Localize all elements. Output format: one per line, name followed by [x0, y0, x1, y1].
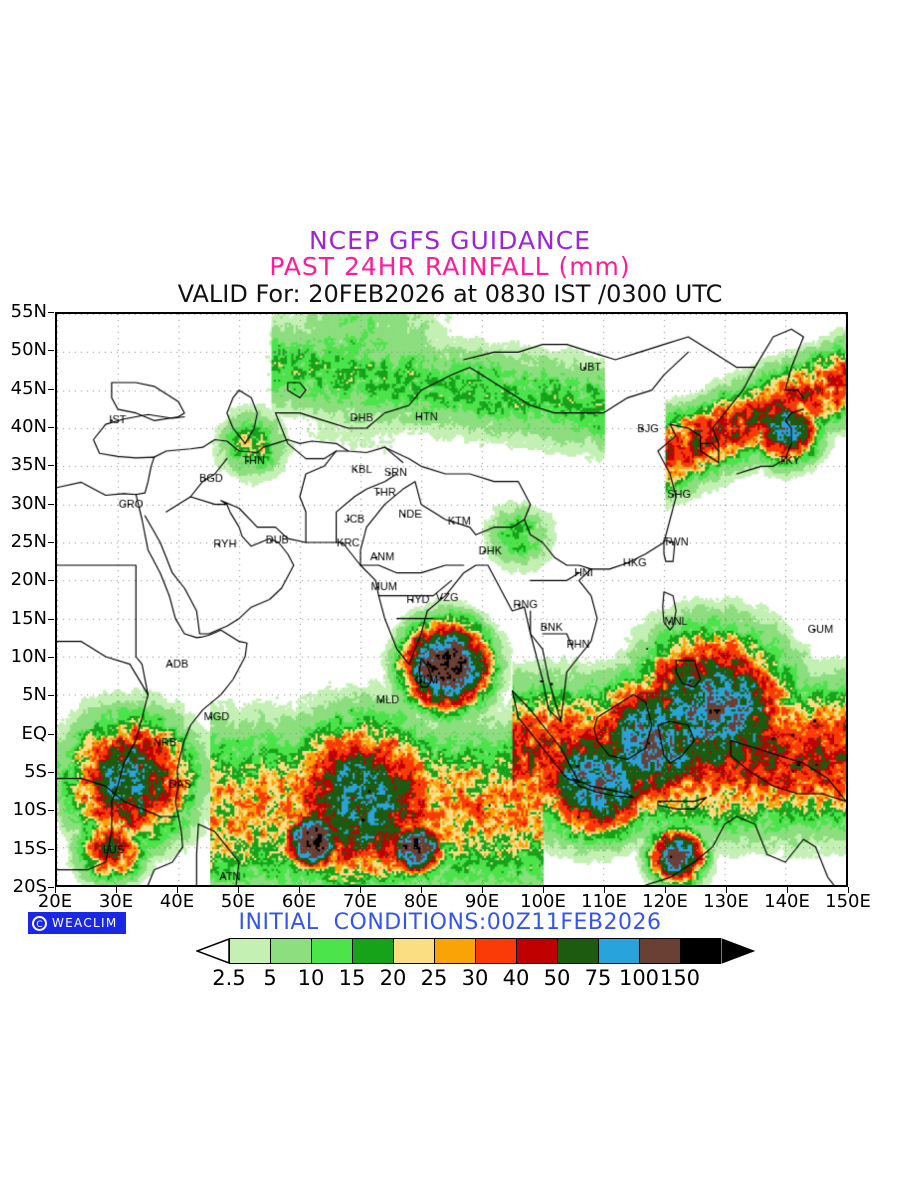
lat-tick-5N: 5N — [22, 684, 47, 706]
title-line-valid: VALID For: 20FEB2026 at 0830 IST /0300 U… — [177, 279, 723, 308]
colorbar-label-5: 5 — [263, 966, 277, 990]
lat-tick-mark — [48, 695, 54, 697]
lat-tick-45N: 45N — [10, 377, 47, 399]
lon-tick-mark — [665, 887, 666, 893]
colorbar-cell-3 — [352, 938, 393, 964]
lon-tick-mark — [543, 887, 544, 893]
lat-tick-mark — [48, 580, 54, 582]
lon-tick-30E: 30E — [98, 891, 134, 912]
lat-tick-mark — [48, 848, 54, 850]
lon-tick-mark — [360, 887, 361, 893]
colorbar: 2.5 5 10 15 20 25 30 40 50 75 100 150 — [0, 938, 900, 998]
lon-tick-40E: 40E — [159, 891, 195, 912]
lon-tick-20E: 20E — [37, 891, 73, 912]
colorbar-high-arrow — [721, 938, 755, 964]
lat-tick-5S: 5S — [24, 761, 47, 782]
lat-tick-30N: 30N — [10, 492, 47, 514]
colorbar-cell-4 — [393, 938, 434, 964]
lon-tick-150E: 150E — [825, 891, 871, 912]
lat-tick-10S: 10S — [12, 799, 47, 821]
colorbar-label-10: 10 — [297, 966, 325, 990]
chart-title-block: NCEP GFS GUIDANCE PAST 24HR RAINFALL (mm… — [0, 226, 900, 308]
lon-tick-mark — [238, 887, 239, 893]
colorbar-label-75: 75 — [584, 966, 612, 990]
colorbar-cell-2 — [311, 938, 352, 964]
title-line-rainfall: PAST 24HR RAINFALL (mm) — [269, 252, 631, 282]
colorbar-label-100: 100 — [618, 966, 660, 990]
lat-tick-20S: 20S — [12, 876, 47, 897]
colorbar-label-20: 20 — [379, 966, 407, 990]
lon-tick-mark — [55, 887, 56, 893]
colorbar-label-2.5: 2.5 — [212, 966, 246, 990]
initial-conditions-text: INITIAL CONDITIONS:00Z11FEB2026 — [238, 910, 662, 935]
lat-tick-40N: 40N — [10, 416, 47, 437]
lon-tick-mark — [482, 887, 483, 893]
lon-tick-60E: 60E — [281, 891, 317, 912]
lat-tick-55N: 55N — [10, 301, 47, 322]
lat-tick-25N: 25N — [10, 531, 47, 552]
lat-tick-mark — [48, 887, 54, 888]
lat-tick-mark — [48, 657, 54, 658]
weaclim-label: WEACLIM — [52, 916, 118, 930]
lat-tick-50N: 50N — [10, 339, 47, 361]
colorbar-label-30: 30 — [461, 966, 489, 990]
weaclim-logo: C WEACLIM — [28, 912, 126, 934]
lat-tick-mark — [48, 810, 54, 812]
lat-tick-mark — [48, 388, 54, 390]
lat-tick-mark — [48, 465, 54, 467]
lat-tick-15N: 15N — [10, 607, 47, 629]
lon-tick-140E: 140E — [764, 891, 810, 912]
lat-tick-mark — [48, 427, 54, 428]
colorbar-label-50: 50 — [543, 966, 571, 990]
lon-tick-mark — [787, 887, 788, 893]
colorbar-cell-10 — [639, 938, 680, 964]
lon-tick-50E: 50E — [220, 891, 256, 912]
lat-tick-mark — [48, 772, 54, 773]
colorbar-cell-0 — [229, 938, 270, 964]
lon-tick-mark — [726, 887, 727, 893]
colorbar-cell-6 — [475, 938, 516, 964]
lat-tick-mark — [48, 503, 54, 505]
colorbar-label-40: 40 — [502, 966, 530, 990]
lon-tick-mark — [848, 887, 849, 893]
lat-tick-20N: 20N — [10, 569, 47, 591]
colorbar-label-150: 150 — [659, 966, 701, 990]
lon-tick-100E: 100E — [520, 891, 566, 912]
colorbar-cell-7 — [516, 938, 557, 964]
colorbar-cell-1 — [270, 938, 311, 964]
colorbar-low-arrow — [196, 938, 230, 964]
lon-tick-70E: 70E — [342, 891, 378, 912]
lat-tick-35N: 35N — [10, 454, 47, 476]
lon-tick-mark — [421, 887, 422, 893]
colorbar-cell-5 — [434, 938, 475, 964]
lon-tick-mark — [116, 887, 117, 893]
lon-tick-120E: 120E — [642, 891, 688, 912]
colorbar-tick-labels: 2.5 5 10 15 20 25 30 40 50 75 100 150 — [0, 966, 900, 994]
colorbar-cells — [229, 938, 721, 964]
colorbar-label-15: 15 — [338, 966, 366, 990]
lat-tick-mark — [48, 618, 54, 620]
colorbar-cell-11 — [680, 938, 721, 964]
rainfall-heatmap-canvas — [57, 314, 846, 885]
lat-tick-mark — [48, 350, 54, 352]
lat-tick-mark — [48, 312, 54, 313]
lat-tick-mark — [48, 542, 54, 543]
lon-tick-90E: 90E — [464, 891, 500, 912]
copyright-icon: C — [32, 915, 47, 931]
colorbar-cell-8 — [557, 938, 598, 964]
rainfall-map[interactable] — [55, 312, 848, 887]
lon-tick-mark — [604, 887, 605, 893]
colorbar-cell-9 — [598, 938, 639, 964]
title-line-guidance: NCEP GFS GUIDANCE — [308, 226, 591, 255]
lat-tick-10N: 10N — [10, 646, 47, 667]
lon-tick-mark — [177, 887, 178, 893]
lat-tick-15S: 15S — [12, 837, 47, 859]
lon-tick-110E: 110E — [581, 891, 627, 912]
lon-tick-80E: 80E — [403, 891, 439, 912]
lat-tick-EQ: EQ — [21, 722, 47, 744]
lon-tick-130E: 130E — [703, 891, 749, 912]
colorbar-label-25: 25 — [420, 966, 448, 990]
lat-tick-mark — [48, 733, 54, 735]
lon-tick-mark — [299, 887, 300, 893]
